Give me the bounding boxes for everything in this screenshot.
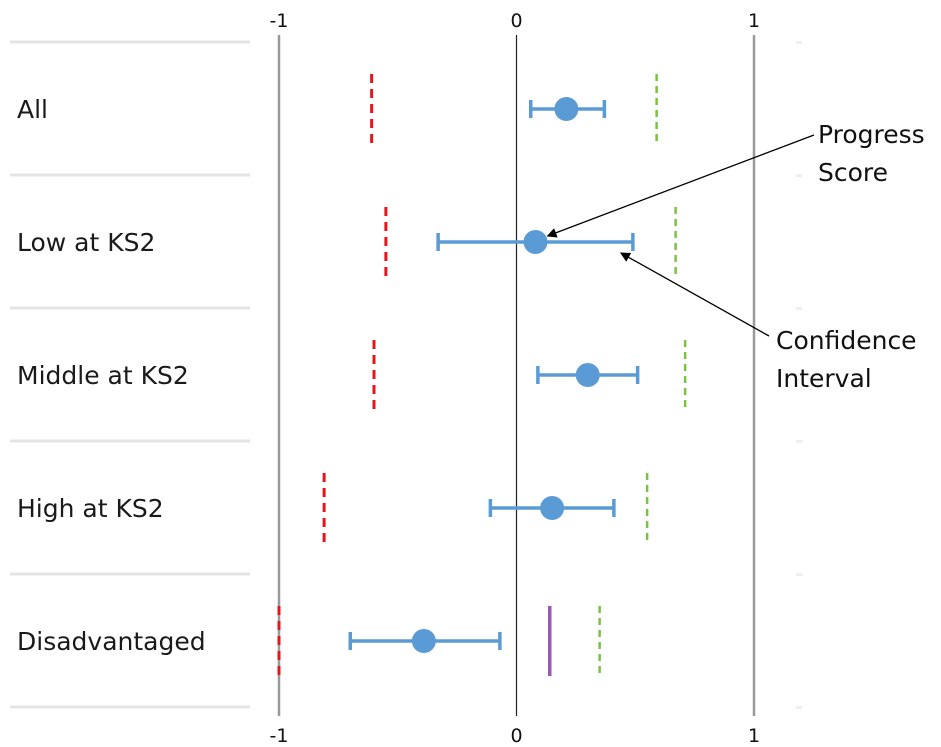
x-tick-label-bottom: 1 — [748, 725, 760, 747]
x-tick-label-bottom: 0 — [510, 725, 522, 747]
category-label: All — [17, 95, 48, 124]
progress-score-point — [523, 230, 548, 254]
row-separator-tick — [796, 41, 802, 44]
progress-score-point — [575, 363, 600, 387]
annotation-ci-line2: Interval — [776, 364, 872, 393]
annotations: Progress Score Confidence Interval — [546, 120, 925, 393]
annotation-ci-arrow — [620, 252, 770, 337]
category-label: Disadvantaged — [17, 627, 206, 656]
progress-score-point — [411, 629, 436, 653]
x-tick-label-top: -1 — [270, 10, 289, 32]
row-separator-tick — [796, 174, 802, 177]
annotation-progress-line1: Progress — [818, 120, 925, 149]
annotation-ci-line1: Confidence — [776, 326, 917, 355]
x-tick-label-bottom: -1 — [270, 725, 289, 747]
grid-layer — [10, 35, 802, 716]
progress-score-point — [540, 496, 565, 520]
category-label: Middle at KS2 — [17, 361, 189, 390]
annotation-progress-arrow — [546, 134, 815, 238]
category-labels: All Low at KS2 Middle at KS2 High at KS2 Dis… — [17, 95, 206, 656]
progress-score-point — [554, 97, 579, 121]
row-separator-tick — [796, 307, 802, 310]
data-marks — [277, 74, 687, 676]
x-tick-label-top: 0 — [510, 10, 522, 32]
tick-labels: -1 -1 0 0 1 1 — [270, 10, 761, 747]
row-separator-tick — [796, 573, 802, 576]
category-label: Low at KS2 — [17, 228, 155, 257]
row-separator-tick — [796, 440, 802, 443]
row-separator-tick — [796, 706, 802, 709]
annotation-progress-line2: Score — [818, 158, 888, 187]
category-label: High at KS2 — [17, 494, 164, 523]
x-tick-label-top: 1 — [748, 10, 760, 32]
